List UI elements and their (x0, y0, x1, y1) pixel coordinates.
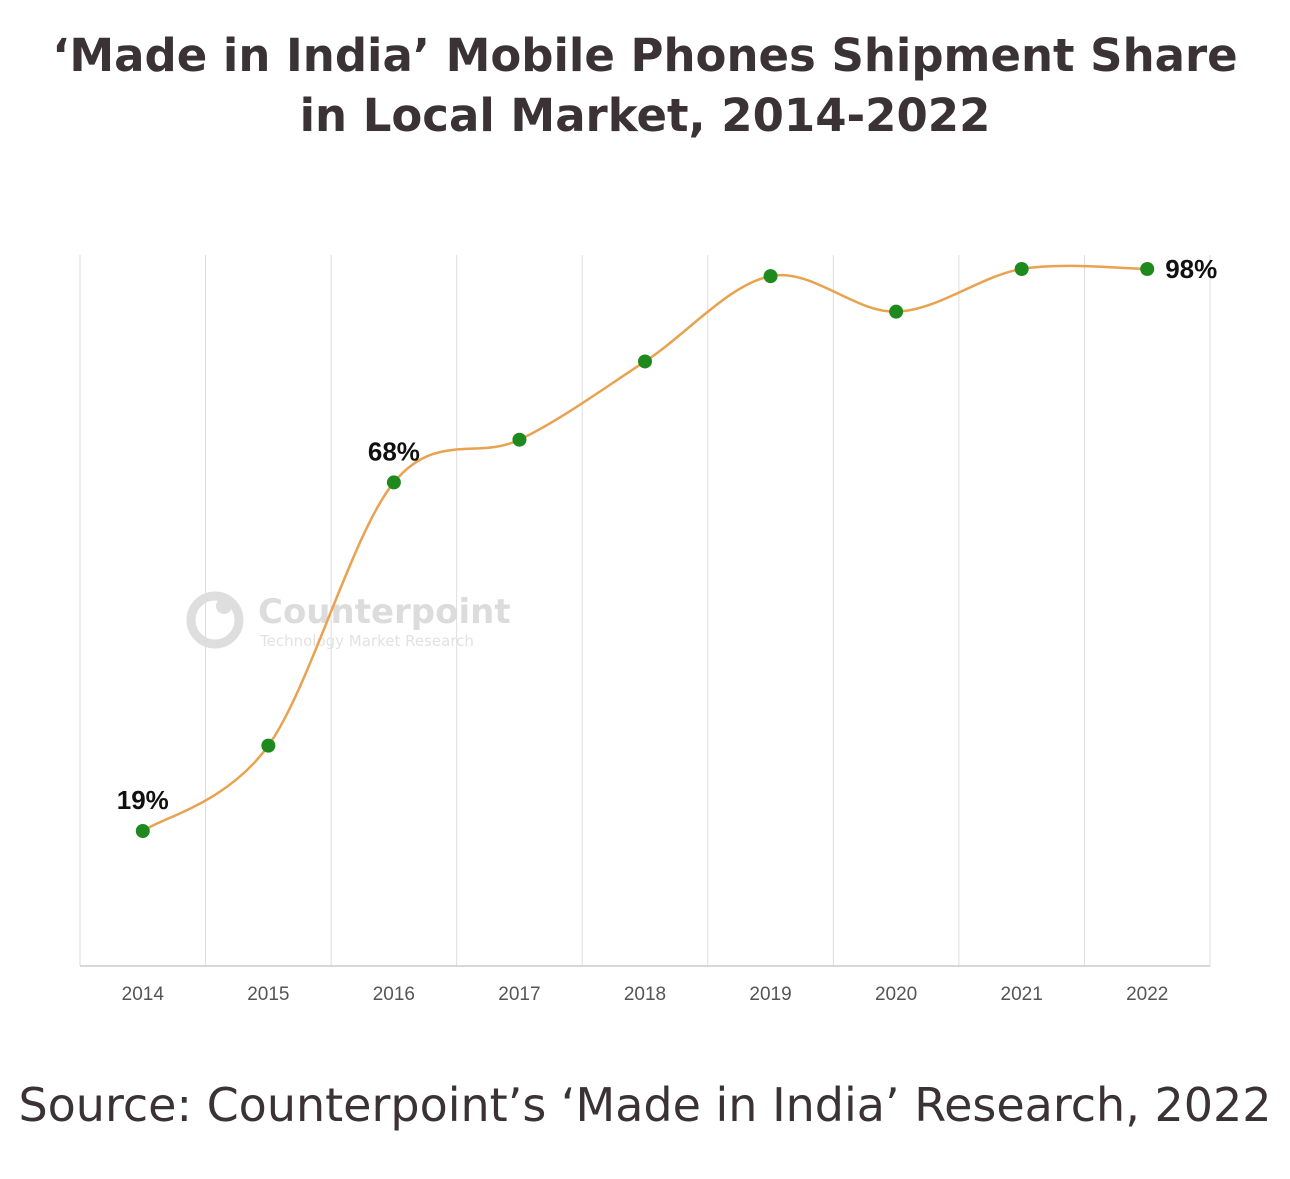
data-label: 19% (117, 785, 169, 815)
x-tick-label: 2022 (1126, 984, 1168, 1005)
data-point-2018 (638, 354, 652, 369)
data-point-2022 (1140, 262, 1155, 276)
counterpoint-watermark: Counterpoint Technology Market Research (186, 591, 511, 650)
x-tick-labels: 2014 2015 2016 2017 2018 2019 2020 2021 2022 (122, 984, 1169, 1005)
x-tick-label: 2016 (373, 984, 415, 1005)
chart-title: ‘Made in India’ Mobile Phones Shipment S… (52, 29, 1238, 142)
data-label: 68% (368, 436, 420, 466)
x-tick-label: 2017 (498, 984, 540, 1005)
source-note: Source: Counterpoint’s ‘Made in India’ R… (18, 1078, 1272, 1132)
x-tick-label: 2014 (122, 984, 165, 1005)
data-point-2020 (889, 304, 904, 319)
watermark-name: Counterpoint (258, 592, 511, 632)
x-tick-label: 2021 (1001, 984, 1043, 1005)
data-labels: 19% 68% 98% (117, 254, 1218, 815)
series-line (142, 264, 1148, 833)
x-tick-label: 2018 (624, 984, 666, 1005)
x-tick-label: 2015 (247, 984, 289, 1005)
counterpoint-logo-icon (186, 591, 244, 649)
data-point-2021 (1014, 262, 1029, 276)
data-point-2019 (763, 269, 778, 284)
data-label: 98% (1165, 254, 1217, 284)
watermark-tagline: Technology Market Research (259, 632, 474, 650)
x-tick-label: 2020 (875, 984, 917, 1005)
data-markers (135, 262, 1155, 838)
data-point-2017 (512, 432, 527, 447)
data-point-2014 (135, 824, 150, 838)
data-point-2015 (261, 738, 276, 753)
x-tick-label: 2019 (749, 984, 791, 1005)
data-point-2016 (386, 475, 401, 490)
